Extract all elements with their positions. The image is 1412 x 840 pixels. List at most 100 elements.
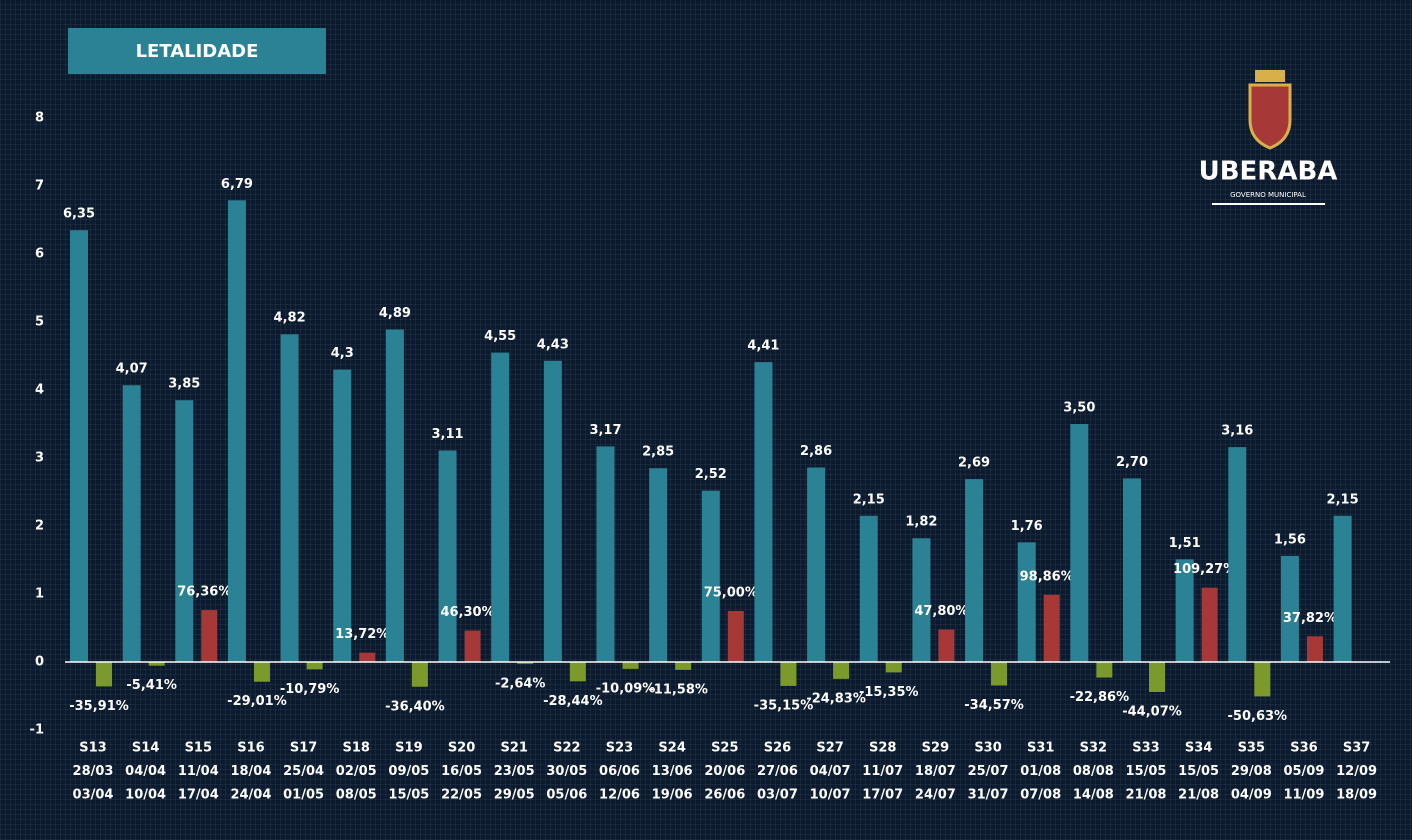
x-tick-label: 22/05 <box>441 788 482 803</box>
x-tick-label: 08/05 <box>336 788 377 803</box>
x-tick-label: S29 <box>922 741 949 756</box>
change-bar <box>1149 662 1165 692</box>
chart-title: LETALIDADE <box>136 41 259 62</box>
x-tick-label: 18/04 <box>230 764 271 779</box>
change-bar <box>201 610 218 662</box>
x-tick-label: S16 <box>237 741 264 756</box>
bar <box>912 538 931 662</box>
x-tick-label: 11/09 <box>1283 788 1324 803</box>
change-label: 47,80% <box>914 604 968 619</box>
bar <box>385 329 404 662</box>
change-bar <box>411 662 428 687</box>
bar <box>649 468 668 662</box>
change-bar <box>991 662 1008 686</box>
x-tick-label: 29/05 <box>494 788 535 803</box>
logo-shield <box>1248 83 1292 150</box>
bar <box>70 230 88 662</box>
change-label: 13,72% <box>335 627 389 642</box>
x-tick-label: 16/05 <box>441 764 482 779</box>
x-tick-label: 17/04 <box>178 788 219 803</box>
change-label: -22,86% <box>1070 690 1130 705</box>
value-label: 2,70 <box>1116 455 1148 470</box>
x-tick-label: 05/09 <box>1283 764 1324 779</box>
change-label: -2,64% <box>495 676 546 691</box>
x-tick-label: 12/09 <box>1336 764 1377 779</box>
value-label: 3,11 <box>432 427 464 442</box>
y-tick-label: 2 <box>35 519 44 534</box>
change-bar <box>306 662 323 670</box>
x-tick-label: 27/06 <box>757 764 798 779</box>
value-label: 4,89 <box>379 306 411 321</box>
value-label: 2,69 <box>958 456 990 471</box>
x-tick-label: S27 <box>816 741 843 756</box>
x-tick-label: 31/07 <box>968 788 1009 803</box>
x-tick-label: 25/07 <box>968 764 1009 779</box>
x-tick-label: S21 <box>500 741 527 756</box>
x-tick-label: 13/06 <box>652 764 693 779</box>
x-tick-label: S33 <box>1132 741 1159 756</box>
value-label: 1,51 <box>1169 536 1201 551</box>
x-tick-label: S34 <box>1185 741 1212 756</box>
y-tick-label: 7 <box>35 179 44 194</box>
x-tick-label: S15 <box>185 741 212 756</box>
logo-subtitle: GOVERNO MUNICIPAL <box>1230 191 1306 199</box>
value-label: 6,35 <box>63 207 95 222</box>
value-label: 4,43 <box>537 337 569 352</box>
x-tick-label: 06/06 <box>599 764 640 779</box>
x-tick-label: S30 <box>974 741 1001 756</box>
x-tick-label: 05/06 <box>546 788 587 803</box>
y-tick-label: -1 <box>30 723 44 738</box>
value-label: 2,52 <box>695 467 727 482</box>
y-tick-label: 6 <box>35 247 44 262</box>
x-tick-label: S19 <box>395 741 422 756</box>
change-bar <box>675 662 692 670</box>
x-tick-label: 17/07 <box>862 788 903 803</box>
value-label: 1,82 <box>905 515 937 530</box>
x-tick-label: S20 <box>448 741 475 756</box>
bar <box>1175 559 1194 662</box>
change-label: -28,44% <box>543 694 603 709</box>
x-tick-label: 15/05 <box>1178 764 1219 779</box>
x-tick-label: S25 <box>711 741 738 756</box>
change-bar <box>727 611 744 662</box>
y-tick-label: 3 <box>35 451 44 466</box>
bar <box>965 479 984 662</box>
y-tick-label: 4 <box>35 383 44 398</box>
change-label: 98,86% <box>1020 569 1074 584</box>
bar <box>859 515 878 662</box>
x-tick-label: 20/06 <box>704 764 745 779</box>
x-tick-label: 03/07 <box>757 788 798 803</box>
value-label: 3,50 <box>1063 401 1095 416</box>
change-label: -24,83% <box>806 691 866 706</box>
x-tick-label: S37 <box>1343 741 1370 756</box>
x-tick-label: 01/05 <box>283 788 324 803</box>
bar <box>701 490 720 662</box>
x-tick-label: 24/04 <box>230 788 271 803</box>
change-bar <box>622 662 639 669</box>
x-tick-label: 02/05 <box>336 764 377 779</box>
value-label: 6,79 <box>221 177 253 192</box>
x-tick-label: 15/05 <box>388 788 429 803</box>
x-tick-label: 12/06 <box>599 788 640 803</box>
x-tick-label: 18/07 <box>915 764 956 779</box>
change-label: 76,36% <box>177 585 231 600</box>
change-bar <box>253 662 270 682</box>
bar <box>1228 447 1247 662</box>
x-tick-label: S13 <box>79 741 106 756</box>
x-tick-label: 28/03 <box>73 764 114 779</box>
change-label: 109,27% <box>1173 562 1236 577</box>
bar <box>491 352 510 662</box>
x-tick-label: 14/08 <box>1073 788 1114 803</box>
x-tick-label: 21/08 <box>1178 788 1219 803</box>
bar <box>1017 542 1036 662</box>
bar <box>438 450 457 662</box>
x-tick-label: 15/05 <box>1126 764 1167 779</box>
x-tick-label: S17 <box>290 741 317 756</box>
value-label: 1,56 <box>1274 532 1306 547</box>
x-tick-label: 10/07 <box>810 788 851 803</box>
change-label: -34,57% <box>964 698 1024 713</box>
value-label: 3,85 <box>168 377 200 392</box>
change-label: -10,09% <box>596 681 656 696</box>
change-bar <box>148 662 165 666</box>
